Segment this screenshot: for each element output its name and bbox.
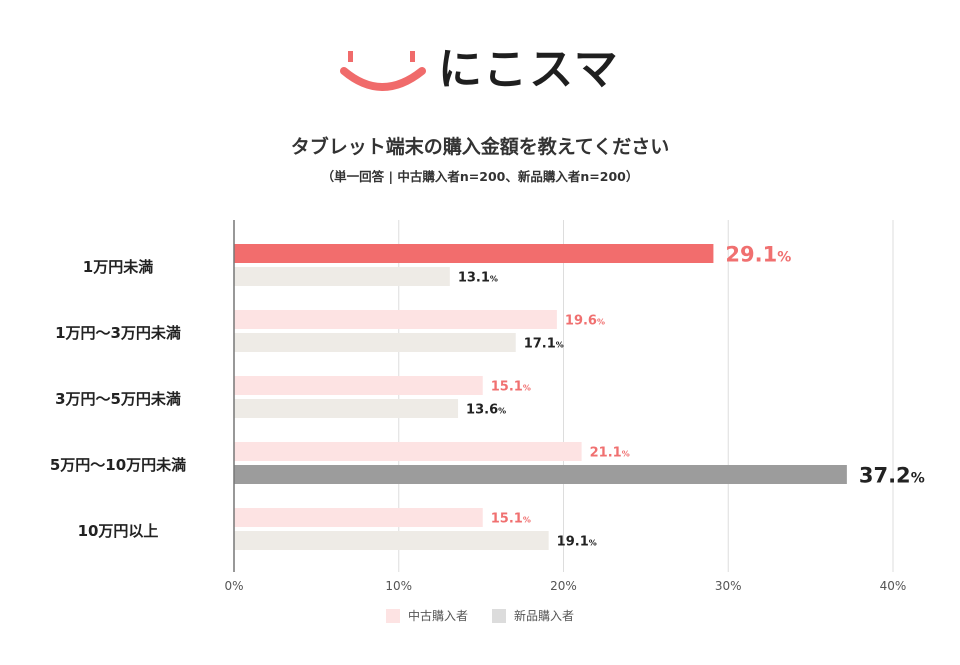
data-label: 13.6% [466,403,506,418]
logo-text: にこスマ [438,44,620,95]
data-label: 15.1% [491,512,531,527]
x-tick-label: 40% [880,579,907,593]
logo: にこスマ [340,40,630,100]
data-label: 37.2% [859,464,925,488]
bar [234,267,450,286]
x-tick-label: 30% [715,579,742,593]
data-label: 21.1% [590,446,630,461]
legend-label-used: 中古購入者 [407,609,468,623]
data-label: 19.1% [557,535,597,550]
legend-swatch-used [385,608,400,623]
legend-swatch-new [492,608,506,623]
bar [234,531,549,550]
data-label: 15.1% [491,380,531,395]
bar [234,442,582,461]
data-label: 17.1% [524,337,564,352]
bar [234,244,714,263]
smile-logo-icon [340,51,426,91]
chart-subtitle: （単一回答 | 中古購入者n=200、新品購入者n=200） [321,169,639,184]
data-label: 13.1% [458,271,498,286]
bar [234,376,483,395]
bar [234,333,516,352]
data-label: 29.1% [725,243,791,267]
category-label: 3万円〜5万円未満 [55,390,181,408]
category-label: 5万円〜10万円未満 [50,456,186,474]
legend: 中古購入者 新品購入者 [0,607,960,624]
category-label: 1万円〜3万円未満 [55,324,181,342]
bar [234,508,483,527]
x-tick-label: 10% [385,579,412,593]
legend-item-used: 中古購入者 [385,607,468,624]
bar [234,465,847,484]
data-label: 19.6% [565,314,605,329]
category-label: 10万円以上 [78,522,159,540]
x-tick-label: 0% [224,579,243,593]
bar-chart: 0% 10% 20% 30% 40% 1万円未満 29.1% 13.1% 1万円〜3万円未満 19… [50,220,925,593]
legend-label-new: 新品購入者 [514,609,575,623]
x-tick-label: 20% [550,579,577,593]
bar [234,399,459,418]
category-label: 1万円未満 [83,258,153,276]
legend-item-new: 新品購入者 [492,607,574,624]
bar [234,310,557,329]
chart-title: タブレット端末の購入金額を教えてください [290,136,670,158]
